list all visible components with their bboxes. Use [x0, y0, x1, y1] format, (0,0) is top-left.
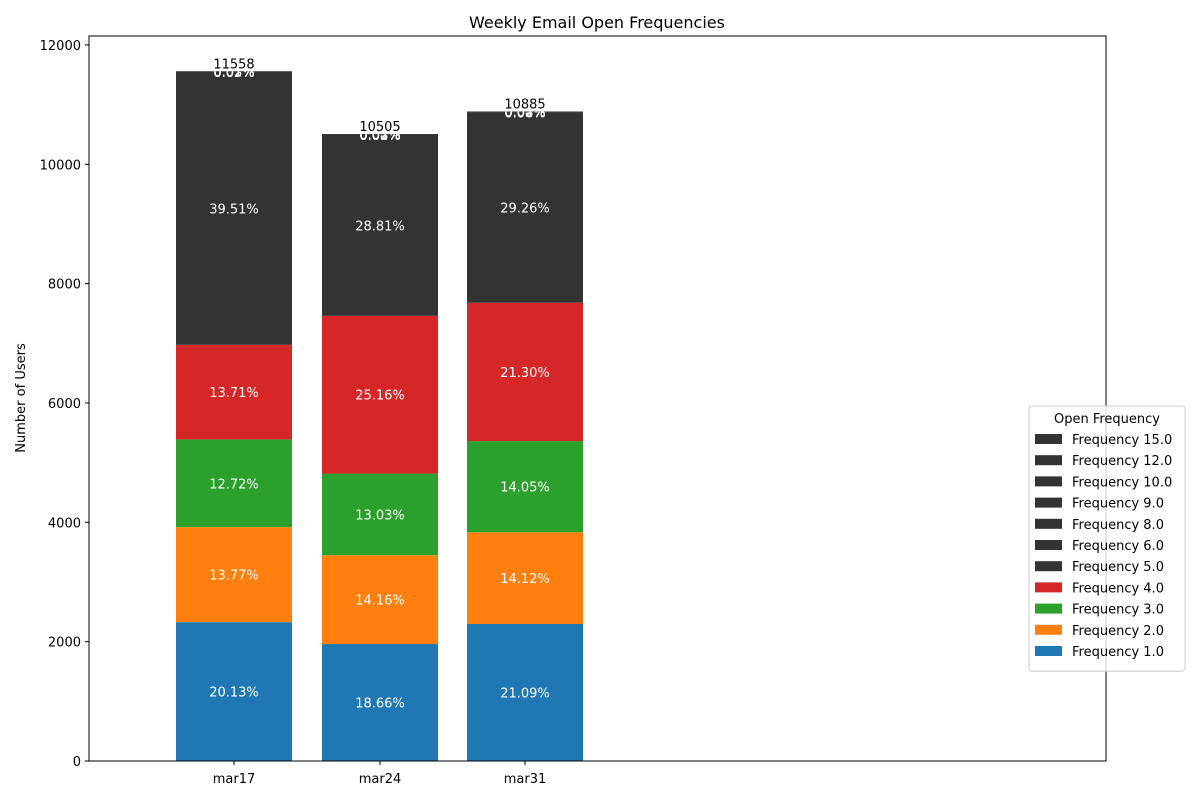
segment-label: 0.02% — [213, 65, 254, 80]
bar-segment — [322, 473, 438, 556]
legend: Open Frequency Frequency 15.0 Frequency 12… — [1028, 405, 1186, 672]
segment-label: 0.02% — [504, 106, 545, 121]
legend-entry-label: Frequency 15.0 — [1072, 433, 1172, 448]
bar-segment — [322, 555, 438, 645]
segment-label: 0.04% — [359, 129, 400, 144]
segment-label: 18.66% — [355, 697, 405, 712]
segment-label: 0.05% — [213, 66, 254, 81]
legend-swatch — [1035, 624, 1062, 635]
y-tick-label: 10000 — [40, 158, 81, 173]
segment-label: 0.03% — [213, 66, 254, 81]
bar-segment — [467, 532, 583, 624]
legend-swatch — [1035, 582, 1062, 593]
bar-segment — [176, 622, 292, 761]
segment-label: 0.03% — [359, 128, 400, 143]
segment-label: 28.81% — [355, 220, 405, 235]
legend-swatch — [1035, 455, 1062, 466]
bar-segment — [467, 441, 583, 533]
legend-swatch — [1035, 561, 1062, 572]
axes-layer: 0 2000 4000 6000 8000 10000 12000 mar17 mar24 mar… — [40, 35, 1107, 787]
bar-total-label: 10505 — [359, 120, 400, 135]
legend-entry-label: Frequency 2.0 — [1072, 624, 1164, 639]
y-axis-label: Number of Users — [14, 343, 29, 453]
bar-segment — [176, 71, 292, 72]
legend-entry-label: Frequency 4.0 — [1072, 581, 1164, 596]
legend-entry-label: Frequency 9.0 — [1072, 497, 1164, 512]
legend-entry-label: Frequency 6.0 — [1072, 539, 1164, 554]
segment-label: 14.05% — [500, 481, 550, 496]
x-tick-label: mar31 — [504, 772, 547, 787]
legend-entry-label: Frequency 5.0 — [1072, 560, 1164, 575]
segment-label: 20.13% — [209, 686, 259, 701]
legend-swatch — [1035, 603, 1062, 614]
segment-label: 14.12% — [500, 572, 550, 587]
bar-total-label: 11558 — [213, 57, 254, 72]
bar-segment — [467, 111, 583, 112]
bar-segment — [176, 72, 292, 345]
y-tick-label: 8000 — [48, 278, 81, 293]
y-tick-label: 4000 — [48, 516, 81, 531]
segment-label: 21.09% — [500, 686, 550, 701]
bar-segment — [176, 344, 292, 440]
segment-label: 0.02% — [359, 128, 400, 143]
segment-label: 0.05% — [359, 129, 400, 144]
segment-label: 0.06% — [504, 106, 545, 121]
segment-label: 14.16% — [355, 594, 405, 609]
y-tick-label: 0 — [73, 755, 81, 770]
legend-entry-label: Frequency 8.0 — [1072, 518, 1164, 533]
segment-label: 25.16% — [355, 389, 405, 404]
segment-label: 0.03% — [213, 66, 254, 81]
segment-label: 29.26% — [500, 202, 550, 217]
legend-swatch — [1035, 497, 1062, 508]
segment-label: 21.30% — [500, 366, 550, 381]
y-tick-label: 12000 — [40, 39, 81, 54]
legend-entry-label: Frequency 1.0 — [1072, 645, 1164, 660]
bar-segment — [322, 644, 438, 761]
bar-segment — [322, 135, 438, 316]
segment-label: 0.02% — [504, 106, 545, 121]
y-tick-label: 6000 — [48, 397, 81, 412]
legend-swatch — [1035, 434, 1062, 444]
segment-label: 0.04% — [504, 106, 545, 121]
segment-label: 13.77% — [209, 569, 259, 584]
bar-segment — [176, 527, 292, 623]
x-tick-label: mar24 — [359, 772, 402, 787]
bar-segment — [467, 302, 583, 442]
legend-entry-label: Frequency 10.0 — [1072, 475, 1172, 490]
bar-segment — [322, 315, 438, 474]
legend-swatch — [1035, 540, 1062, 550]
segment-label: 0.02% — [213, 66, 254, 81]
bars-layer: 20.13%13.77%12.72%13.71%39.51%0.05%0.03%… — [176, 57, 583, 761]
legend-swatch — [1035, 646, 1062, 656]
segment-label: 0.01% — [213, 65, 254, 80]
legend-swatch — [1035, 476, 1062, 487]
segment-label: 13.71% — [209, 386, 259, 401]
segment-label: 39.51% — [209, 203, 259, 218]
legend-title: Open Frequency — [1054, 412, 1160, 427]
legend-entry-label: Frequency 12.0 — [1072, 454, 1172, 469]
segment-label: 0.03% — [359, 129, 400, 144]
bar-segment — [322, 134, 438, 135]
legend-box — [1028, 405, 1186, 672]
bar-segment — [176, 439, 292, 528]
bar-segment — [467, 623, 583, 761]
segment-label: 13.03% — [355, 508, 405, 523]
legend-entry-label: Frequency 3.0 — [1072, 603, 1164, 618]
plot-frame — [88, 35, 1107, 762]
bar-segment — [467, 112, 583, 303]
segment-label: 0.02% — [359, 128, 400, 143]
chart-title: Weekly Email Open Frequencies — [469, 13, 725, 32]
bar-total-label: 10885 — [504, 97, 545, 112]
x-tick-label: mar17 — [213, 772, 256, 787]
segment-label: 12.72% — [209, 477, 259, 492]
segment-label: 0.03% — [504, 106, 545, 121]
y-tick-label: 2000 — [48, 636, 81, 651]
legend-swatch — [1035, 518, 1062, 529]
segment-label: 0.03% — [504, 106, 545, 121]
